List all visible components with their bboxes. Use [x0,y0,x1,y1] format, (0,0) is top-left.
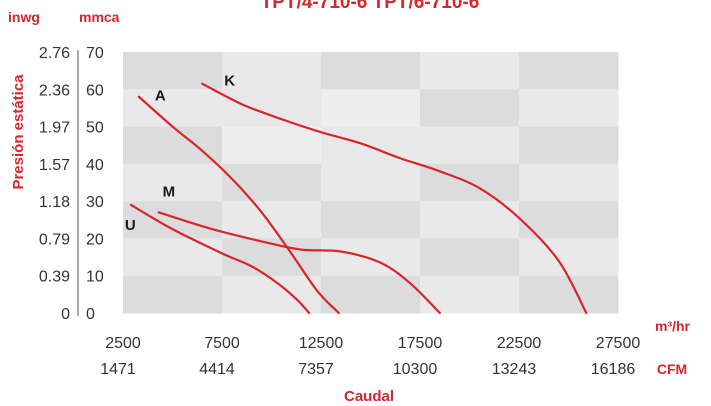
grid-cell [222,275,322,314]
grid-cell [420,201,520,239]
grid-cell [519,163,619,202]
curve-u [129,203,311,315]
curve-label-a: A [155,88,166,105]
grid-cell [420,126,520,165]
grid-cell [321,201,421,239]
x-tick-label: 22500 [497,335,542,352]
grid-cell [222,52,322,90]
x-tick-labels-secondary: 1471 4414 7357 10300 13243 16186 [100,361,635,378]
grid-cell [123,201,223,239]
y-tick-label-secondary: 2.36 [39,82,70,99]
grid-cell [321,52,421,90]
curve-k [201,82,588,315]
grid-cell [420,275,520,314]
y-unit-secondary: inwg [8,9,40,25]
grid-cell [519,52,619,90]
y-tick-label: 40 [86,157,104,174]
y-tick-label-secondary: 1.97 [39,120,70,137]
grid-cell [321,238,421,277]
x-unit-secondary: CFM [657,361,687,377]
y-axis-label: Presión estática [10,74,27,190]
x-tick-label: 27500 [596,335,641,352]
y-tick-label-secondary: 2.76 [39,45,70,62]
curve-label-k: K [224,73,235,90]
x-tick-label-secondary: 10300 [393,361,438,378]
grid-cell [519,126,619,165]
curve-a [137,95,340,315]
grid-cell [519,238,619,277]
x-tick-label: 7500 [204,335,240,352]
x-unit-primary: m³/hr [655,318,691,334]
grid-cell [321,275,421,314]
curve-label-u: U [125,217,136,234]
background-bands [123,52,619,314]
grid-cell [321,163,421,202]
y-tick-label-secondary: 0 [61,306,70,323]
grid-cell [519,89,619,128]
grid-cell [123,89,223,128]
x-tick-label: 17500 [398,335,443,352]
y-tick-labels-secondary: 0 0.39 0.79 1.18 1.57 1.97 2.36 2.76 [39,45,70,323]
grid-highlight [222,89,420,164]
y-tick-labels-primary: 0 10 20 30 40 50 60 70 [86,45,104,323]
grid-cell [420,52,520,90]
y-tick-label-secondary: 1.18 [39,194,70,211]
x-tick-label-secondary: 4414 [199,361,235,378]
grid-cell [420,238,520,277]
y-tick-label: 10 [86,269,104,286]
y-tick-label: 50 [86,120,104,137]
x-tick-label: 2500 [105,335,141,352]
y-tick-label: 0 [86,306,95,323]
grid-cell [123,126,223,165]
y-tick-label-secondary: 0.39 [39,269,70,286]
y-tick-label: 70 [86,45,104,62]
curve-label-m: M [163,183,176,200]
grid-cell [519,275,619,314]
x-tick-label-secondary: 1471 [100,361,136,378]
y-tick-label: 20 [86,231,104,248]
grid-cell [123,238,223,277]
grid-cell [123,163,223,202]
grid-cell [420,89,520,128]
y-tick-label: 30 [86,194,104,211]
chart-title: TPT/4-710-6 TPT/6-710-6 [261,0,480,13]
x-axis-label: Caudal [344,388,394,405]
curves: K A M U [125,73,588,315]
x-tick-label-secondary: 7357 [298,361,334,378]
y-tick-label: 60 [86,82,104,99]
x-tick-label-secondary: 16186 [591,361,636,378]
grid-cell [123,275,223,314]
x-tick-label-secondary: 13243 [492,361,537,378]
x-tick-label: 12500 [299,335,344,352]
grid-cell [222,163,322,202]
grid-cell [123,52,223,90]
curve-m [157,211,441,315]
y-unit-primary: mmca [79,9,120,25]
y-tick-label-secondary: 0.79 [39,231,70,248]
y-tick-label-secondary: 1.57 [39,157,70,174]
grid-cell [222,201,322,239]
x-tick-labels-primary: 2500 7500 12500 17500 22500 27500 [105,335,640,352]
